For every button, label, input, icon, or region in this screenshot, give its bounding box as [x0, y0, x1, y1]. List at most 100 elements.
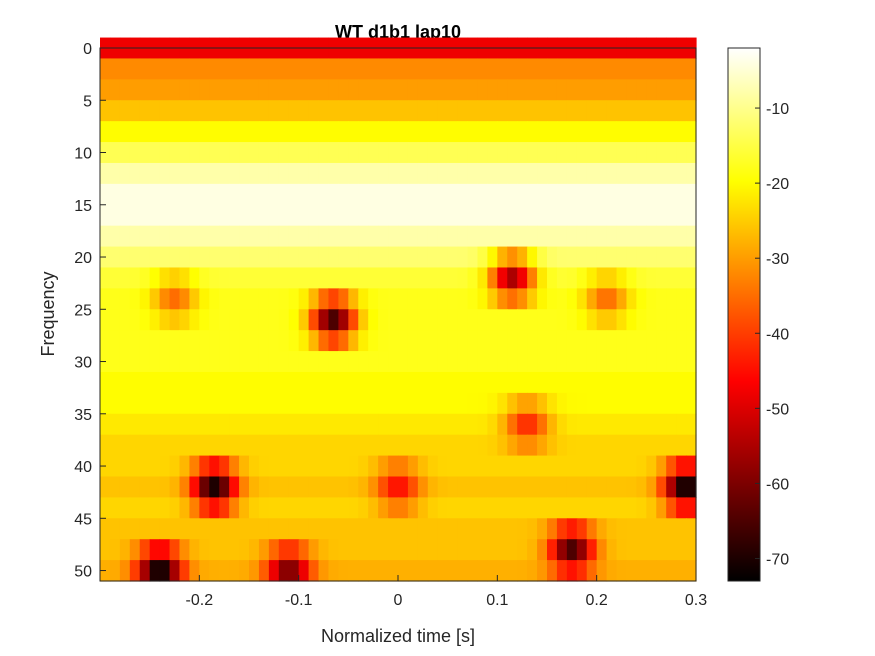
heatmap-cell	[368, 413, 379, 436]
heatmap-cell	[586, 518, 598, 540]
heatmap-cell	[666, 560, 677, 582]
heatmap-cell	[626, 455, 637, 478]
heatmap-cell	[179, 434, 190, 457]
heatmap-cell	[358, 204, 369, 227]
heatmap-cell	[626, 183, 637, 206]
heatmap-cell	[219, 267, 230, 289]
heatmap-cell	[576, 267, 588, 289]
heatmap-cell	[537, 58, 548, 80]
heatmap-cell	[676, 288, 687, 310]
heatmap-cell	[487, 162, 498, 185]
heatmap-cell	[566, 267, 578, 289]
heatmap-cell	[407, 246, 419, 269]
heatmap-cell	[378, 58, 389, 80]
heatmap-cell	[656, 267, 667, 289]
x-tick-label: 0.2	[586, 592, 608, 609]
y-tick-label: 15	[74, 198, 92, 215]
heatmap-cell	[119, 330, 131, 352]
heatmap-cell	[686, 162, 697, 185]
heatmap-cell	[636, 392, 647, 415]
heatmap-cell	[298, 58, 310, 80]
heatmap-cell	[547, 476, 558, 498]
heatmap-cell	[517, 560, 528, 582]
heatmap-cell	[229, 351, 240, 373]
heatmap-cell	[100, 518, 111, 540]
heatmap-cell	[149, 330, 161, 352]
heatmap-cell	[437, 330, 449, 352]
heatmap-cell	[179, 58, 190, 80]
heatmap-cell	[517, 518, 528, 540]
heatmap-cell	[596, 476, 608, 498]
heatmap-cell	[239, 330, 250, 352]
heatmap-cell	[576, 58, 588, 80]
heatmap-cell	[566, 539, 578, 561]
heatmap-cell	[417, 246, 429, 269]
x-axis-label: Normalized time [s]	[321, 626, 475, 646]
heatmap-cell	[268, 413, 280, 436]
heatmap-cell	[288, 434, 300, 457]
heatmap-cell	[199, 518, 210, 540]
heatmap-cell	[159, 560, 171, 582]
heatmap-cell	[268, 560, 280, 582]
heatmap-cell	[427, 351, 439, 373]
heatmap-cell	[298, 142, 310, 164]
heatmap-cell	[497, 330, 508, 352]
heatmap-cell	[278, 455, 290, 478]
heatmap-cell	[378, 497, 389, 519]
heatmap-cell	[537, 539, 548, 561]
heatmap-cell	[348, 476, 359, 498]
heatmap-cell	[517, 392, 528, 415]
heatmap-cell	[249, 162, 260, 185]
heatmap-cell	[388, 204, 399, 227]
heatmap-cell	[189, 204, 200, 227]
heatmap-cell	[566, 455, 578, 478]
heatmap-cell	[249, 497, 260, 519]
heatmap-cell	[258, 121, 270, 143]
heatmap-cell	[199, 121, 210, 143]
heatmap-cell	[398, 309, 409, 331]
heatmap-cell	[119, 58, 131, 80]
heatmap-cell	[139, 434, 151, 457]
heatmap-cell	[477, 392, 488, 415]
heatmap-cell	[586, 246, 598, 269]
heatmap-cell	[179, 413, 190, 436]
heatmap-cell	[606, 497, 618, 519]
heatmap-cell	[517, 58, 528, 80]
heatmap-cell	[586, 204, 598, 227]
heatmap-cell	[149, 497, 161, 519]
heatmap-cell	[388, 434, 399, 457]
heatmap-cell	[676, 183, 687, 206]
heatmap-cell	[566, 560, 578, 582]
heatmap-cell	[308, 121, 320, 143]
heatmap-cell	[388, 100, 399, 122]
heatmap-cell	[666, 58, 677, 80]
heatmap-cell	[457, 288, 469, 310]
heatmap-cell	[487, 79, 498, 101]
heatmap-cell	[358, 413, 369, 436]
heatmap-cell	[547, 434, 558, 457]
heatmap-cell	[169, 518, 181, 540]
heatmap-cell	[556, 413, 568, 436]
heatmap-cell	[139, 100, 151, 122]
heatmap-cell	[547, 309, 558, 331]
heatmap-cell	[268, 162, 280, 185]
heatmap-cell	[358, 58, 369, 80]
heatmap-cell	[477, 309, 488, 331]
heatmap-cell	[487, 434, 498, 457]
heatmap-cell	[417, 309, 429, 331]
heatmap-cell	[447, 434, 459, 457]
heatmap-cell	[686, 539, 697, 561]
heatmap-cell	[626, 497, 637, 519]
heatmap-cell	[407, 518, 419, 540]
heatmap-cell	[656, 434, 667, 457]
heatmap-cell	[507, 204, 518, 227]
heatmap-cell	[328, 539, 339, 561]
heatmap-cell	[407, 539, 419, 561]
heatmap-cell	[219, 121, 230, 143]
heatmap-cell	[646, 79, 657, 101]
heatmap-cell	[407, 497, 419, 519]
heatmap-cell	[268, 246, 280, 269]
heatmap-cell	[129, 204, 141, 227]
heatmap-cell	[447, 518, 459, 540]
